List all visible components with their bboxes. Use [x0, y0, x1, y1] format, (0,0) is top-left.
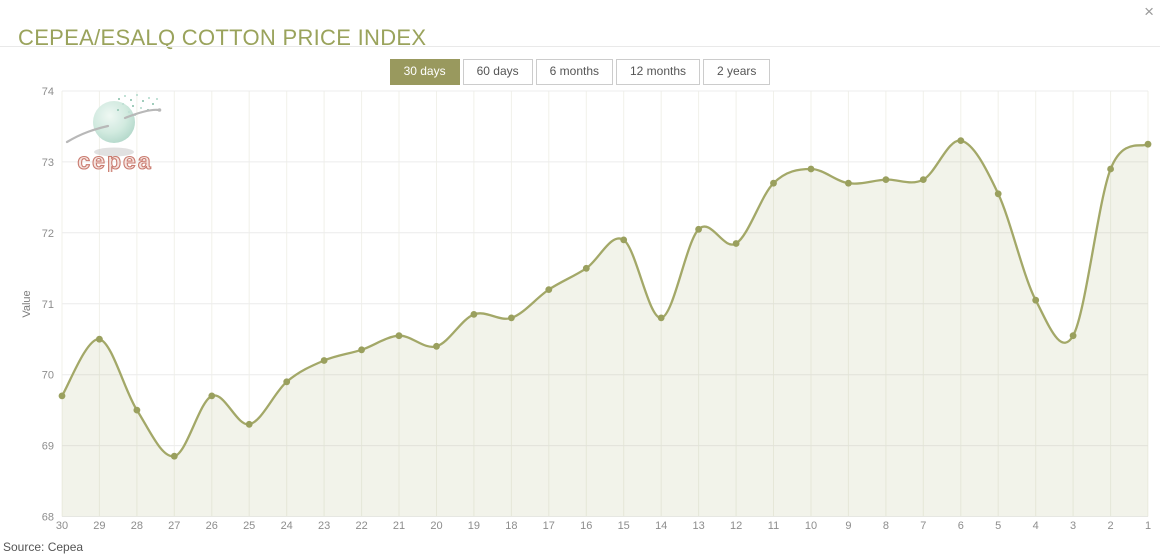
cepea-logo: cepea — [62, 88, 168, 175]
data-point — [133, 406, 141, 414]
x-tick-label: 11 — [768, 520, 779, 532]
x-tick-label: 29 — [93, 520, 105, 532]
data-point — [1032, 296, 1040, 304]
data-point — [433, 342, 440, 350]
y-tick-label: 70 — [42, 370, 54, 382]
data-point — [620, 236, 628, 244]
data-point — [695, 225, 702, 233]
data-point — [545, 286, 553, 293]
data-point — [1107, 165, 1114, 173]
tab-30-days[interactable]: 30 days — [389, 59, 460, 85]
data-point — [882, 176, 890, 183]
data-point — [470, 311, 478, 318]
y-tick-label: 68 — [42, 512, 54, 524]
y-tick-label: 72 — [42, 228, 54, 240]
x-tick-label: 3 — [1070, 520, 1076, 532]
tab-60-days[interactable]: 60 days — [462, 59, 533, 85]
price-chart-svg: 30 29 28 27 26 25 24 23 22 21 20 19 18 17 16 15 14 13 12 11… — [21, 86, 1152, 532]
x-tick-label: 25 — [243, 520, 255, 532]
x-tick-label: 9 — [845, 520, 851, 532]
close-icon[interactable]: × — [1144, 2, 1154, 21]
x-tick-label: 23 — [318, 520, 330, 532]
data-point — [395, 332, 403, 340]
cepea-logo-text: cepea — [77, 148, 152, 172]
tab-2-years[interactable]: 2 years — [703, 59, 771, 85]
data-point — [732, 240, 740, 247]
y-axis-title: Value — [21, 290, 33, 317]
data-point — [807, 165, 815, 173]
x-tick-label: 2 — [1108, 520, 1114, 532]
title-divider — [0, 46, 1160, 47]
data-point — [170, 452, 178, 460]
tab-12-months[interactable]: 12 months — [616, 59, 701, 85]
x-tick-label: 1 — [1145, 520, 1151, 532]
x-tick-label: 24 — [281, 520, 293, 532]
x-tick-label: 28 — [131, 520, 143, 532]
data-point — [919, 176, 927, 183]
source-note: Source: Cepea — [3, 540, 84, 554]
data-point — [96, 335, 103, 343]
x-tick-label: 12 — [730, 520, 742, 532]
x-tick-label: 27 — [168, 520, 180, 532]
y-tick-label: 69 — [42, 441, 54, 453]
x-tick-label: 5 — [995, 520, 1001, 532]
data-point — [508, 314, 515, 322]
x-tick-label: 13 — [692, 520, 704, 532]
data-point — [245, 420, 253, 428]
tab-6-months[interactable]: 6 months — [535, 59, 613, 85]
globe-icon — [93, 101, 135, 143]
x-tick-label: 17 — [543, 520, 555, 532]
data-point — [358, 346, 365, 354]
data-point — [283, 378, 291, 386]
x-tick-label: 26 — [206, 520, 218, 532]
x-tick-label: 15 — [618, 520, 630, 532]
x-tick-label: 14 — [655, 520, 667, 532]
x-tick-label: 30 — [56, 520, 68, 532]
x-tick-label: 8 — [883, 520, 889, 532]
chart-grid — [61, 90, 1149, 517]
x-tick-label: 22 — [355, 520, 367, 532]
x-tick-label: 6 — [958, 520, 964, 532]
data-point — [657, 314, 665, 322]
y-tick-label: 73 — [42, 157, 54, 169]
series-markers — [58, 137, 1152, 460]
x-tick-label: 16 — [580, 520, 592, 532]
data-point — [582, 264, 590, 272]
y-axis-labels: 68 69 70 71 72 73 74 — [42, 86, 54, 524]
x-axis-labels: 30 29 28 27 26 25 24 23 22 21 20 19 18 17 16 15 14 13 12 11… — [56, 520, 1151, 532]
data-point — [994, 190, 1002, 198]
data-point — [845, 179, 852, 187]
x-tick-label: 7 — [920, 520, 926, 532]
period-tabs: 30 days 60 days 6 months 12 months 2 yea… — [0, 59, 1160, 85]
data-point — [58, 392, 66, 400]
x-tick-label: 18 — [505, 520, 517, 532]
globe-shadow — [94, 147, 134, 157]
page-title: CEPEA/ESALQ COTTON PRICE INDEX — [18, 24, 427, 50]
x-tick-label: 4 — [1033, 520, 1039, 532]
y-tick-label: 71 — [42, 299, 54, 311]
series-line — [60, 139, 1150, 458]
series-area — [62, 140, 1148, 517]
x-tick-label: 20 — [430, 520, 442, 532]
data-point — [957, 137, 965, 144]
x-tick-label: 21 — [393, 520, 405, 532]
data-point — [770, 179, 777, 187]
y-tick-label: 74 — [42, 86, 54, 98]
data-point — [208, 392, 216, 400]
data-point — [1144, 140, 1152, 148]
data-point — [1069, 332, 1077, 340]
orbit-swoosh — [65, 108, 162, 144]
x-tick-label: 10 — [805, 520, 817, 532]
x-tick-label: 19 — [468, 520, 480, 532]
data-point — [320, 357, 328, 364]
